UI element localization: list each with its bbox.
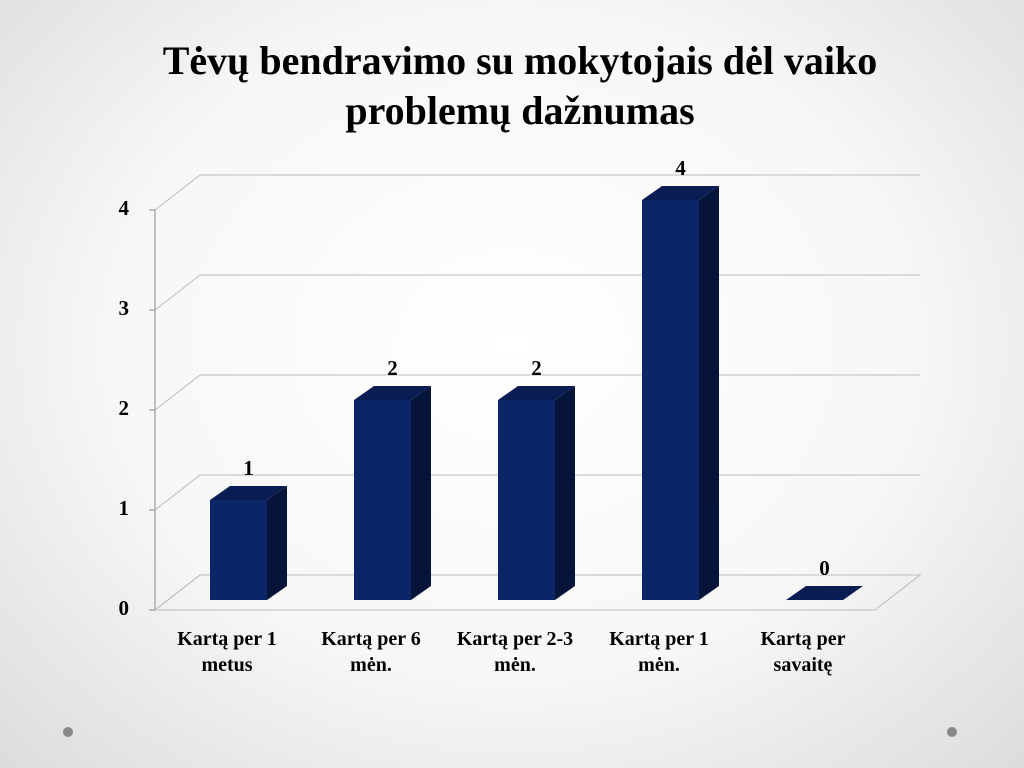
y-tick-label: 2 (119, 396, 130, 420)
bar-top (498, 386, 575, 400)
bar-top (786, 586, 863, 600)
bar-top (642, 186, 719, 200)
decor-dot (947, 727, 957, 737)
y-tick-label: 4 (119, 196, 130, 220)
value-label: 2 (387, 356, 398, 380)
decor-dot (63, 727, 73, 737)
bar-top (210, 486, 287, 500)
y-tick-label: 3 (119, 296, 130, 320)
grid-line (154, 274, 201, 311)
bar-side (267, 486, 287, 600)
bar-top (354, 386, 431, 400)
bar (210, 500, 267, 600)
value-label: 2 (531, 356, 542, 380)
grid-line (154, 374, 201, 411)
grid-line (154, 574, 201, 611)
y-tick-label: 1 (119, 496, 130, 520)
bar (642, 200, 699, 600)
chart-title: Tėvų bendravimo su mokytojais dėl vaiko … (162, 38, 878, 133)
bar (498, 400, 555, 600)
x-tick-label: Kartą per 1 mėn. (609, 628, 709, 676)
x-tick-label: Kartą per 6 mėn. (321, 628, 421, 676)
grid-line (154, 174, 201, 211)
x-tick-label: Kartą per 2-3 mėn. (456, 628, 574, 676)
value-label: 4 (675, 156, 686, 180)
bar-side (699, 186, 719, 600)
bar-side (555, 386, 575, 600)
x-tick-label: Kartą per 1 metus (177, 628, 277, 676)
value-label: 0 (819, 556, 830, 580)
bar (354, 400, 411, 600)
value-label: 1 (243, 456, 254, 480)
x-tick-label: Kartą per savaitę (760, 628, 846, 676)
grid-line (154, 474, 201, 511)
bar-side (411, 386, 431, 600)
y-tick-label: 0 (119, 596, 130, 620)
